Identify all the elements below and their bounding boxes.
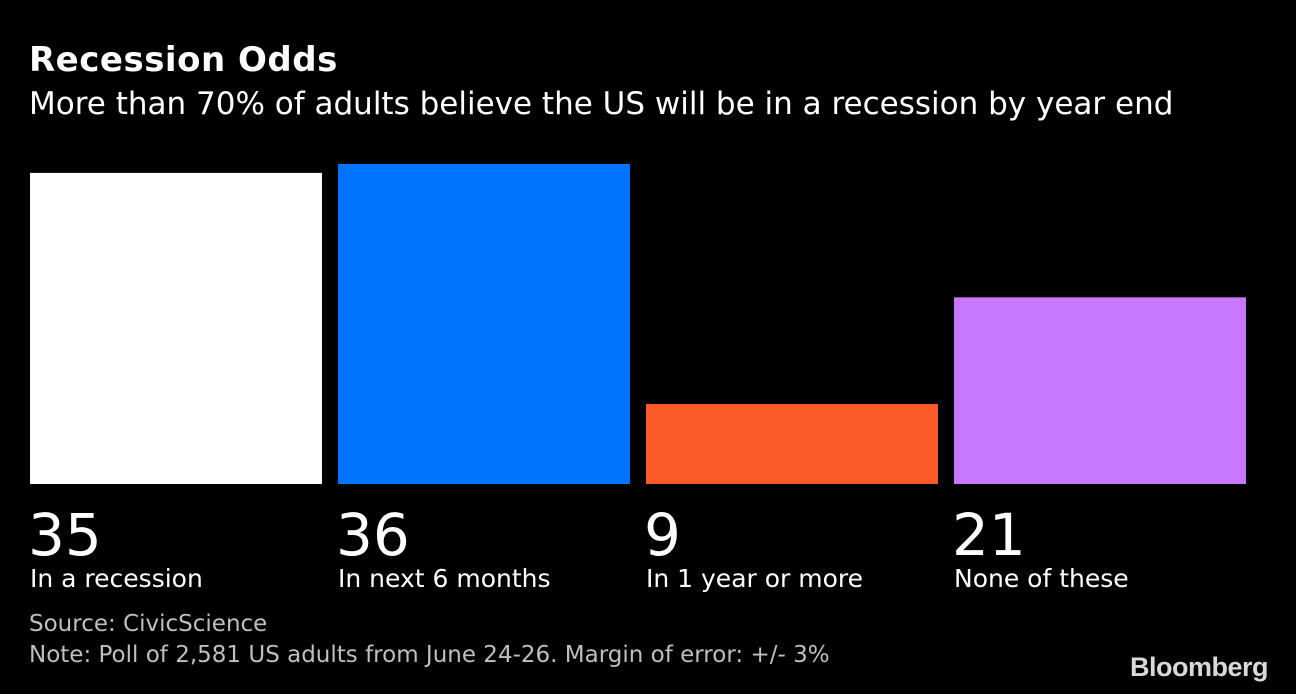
value-label-3: 9 xyxy=(644,501,681,569)
category-label-4: None of these xyxy=(954,564,1129,593)
bar-4 xyxy=(954,297,1246,484)
poll-note: Note: Poll of 2,581 US adults from June … xyxy=(29,642,830,668)
bloomberg-logo: Bloomberg xyxy=(1129,652,1269,682)
chart-title: Recession Odds xyxy=(29,40,338,80)
value-label-2: 36 xyxy=(336,501,410,569)
category-label-3: In 1 year or more xyxy=(646,564,863,593)
value-label-1: 35 xyxy=(28,501,102,569)
source-note: Source: CivicScience xyxy=(29,611,268,637)
chart-subtitle: More than 70% of adults believe the US w… xyxy=(29,86,1174,122)
bar-3 xyxy=(646,404,938,484)
value-label-4: 21 xyxy=(952,501,1026,569)
bar-1 xyxy=(30,172,322,484)
category-label-2: In next 6 months xyxy=(338,564,551,593)
bar-2 xyxy=(338,164,630,484)
category-label-1: In a recession xyxy=(30,564,203,593)
